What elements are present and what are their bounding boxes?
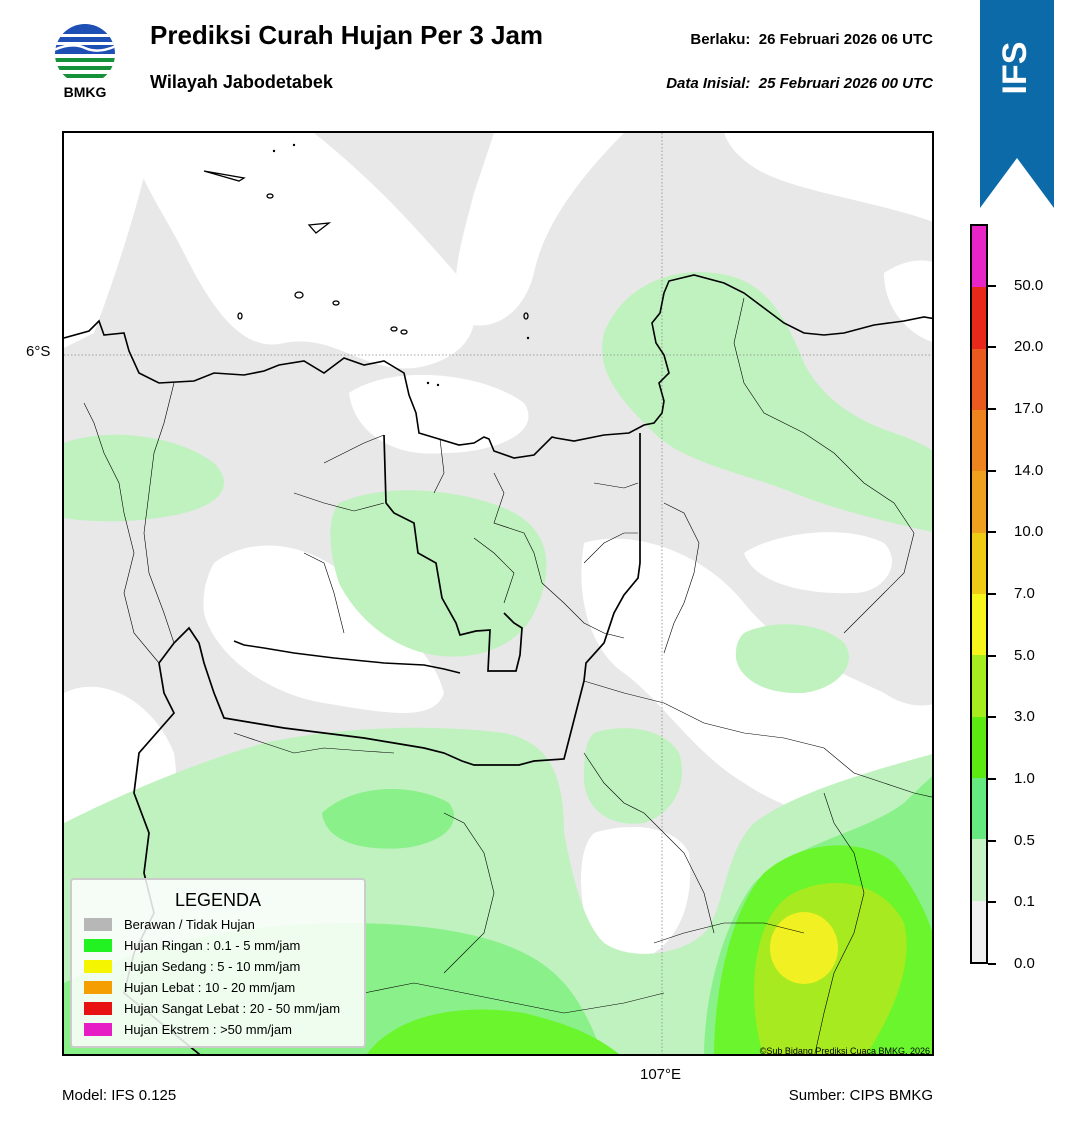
colorbar-tick-label: 3.0 [1014, 708, 1035, 726]
valid-value: 26 Februari 2026 06 UTC [758, 31, 933, 48]
bmkg-logo-icon [55, 24, 115, 84]
islands [203, 170, 529, 335]
lat-label: 6°S [26, 343, 51, 360]
init-label: Data Inisial: [666, 75, 751, 92]
legend-item: Berawan / Tidak Hujan [84, 916, 255, 932]
colorbar-tick [988, 408, 996, 410]
regency-borders [83, 297, 932, 1054]
legend-label: Hujan Sedang : 5 - 10 mm/jam [124, 958, 301, 974]
province-border [158, 433, 641, 766]
legend-title: LEGENDA [174, 890, 262, 910]
colorbar-segment [972, 900, 986, 962]
legend-item: Hujan Ringan : 0.1 - 5 mm/jam [84, 937, 300, 953]
colorbar-segment [972, 226, 986, 288]
page-subtitle: Wilayah Jabodetabek [150, 72, 333, 92]
legend-swatch [84, 1022, 112, 1036]
source-label: Sumber: CIPS BMKG [788, 1087, 933, 1104]
legend-swatch [84, 959, 112, 973]
colorbar-tick-label: 0.0 [1014, 955, 1035, 972]
colorbar-tick-label: 14.0 [1014, 461, 1044, 479]
logo-text: BMKG [63, 84, 107, 100]
legend-item: Hujan Sedang : 5 - 10 mm/jam [84, 958, 300, 974]
colorbar-segment [972, 409, 986, 472]
legend-label: Hujan Ringan : 0.1 - 5 mm/jam [124, 937, 301, 953]
colorbar-segment [972, 287, 986, 349]
colorbar-tick [988, 654, 996, 657]
model-ribbon [980, 0, 1054, 208]
colorbar-segment [972, 839, 986, 901]
coastline [64, 274, 932, 459]
island-dots [272, 143, 530, 387]
map-legend: LEGENDA Berawan / Tidak Hujan Hujan Ring… [70, 878, 366, 1048]
colorbar-tick-label: 10.0 [1014, 523, 1044, 541]
colorbar-tick [988, 716, 996, 719]
legend-label: Hujan Sangat Lebat : 20 - 50 mm/jam [124, 1000, 341, 1016]
legend-item: Hujan Sangat Lebat : 20 - 50 mm/jam [84, 1000, 340, 1016]
colorbar-tick [988, 778, 996, 780]
colorbar-tick [988, 963, 996, 965]
colorbar-tick [988, 531, 996, 534]
colorbar-tick-label: 17.0 [1014, 400, 1044, 417]
colorbar-tick-label: 0.5 [1014, 831, 1035, 849]
init-time: Data Inisial: 25 Februari 2026 00 UTC [666, 75, 933, 92]
lon-label: 107°E [640, 1066, 682, 1083]
colorbar-tick-label: 20.0 [1014, 338, 1044, 356]
colorbar-segment [972, 593, 986, 656]
colorbar-tick-label: 5.0 [1014, 646, 1035, 664]
colorbar-tick-label: 50.0 [1014, 276, 1044, 294]
colorbar-segment [972, 655, 986, 717]
page-title: Prediksi Curah Hujan Per 3 Jam [150, 20, 544, 50]
legend-label: Berawan / Tidak Hujan [124, 916, 255, 932]
map-credit: ©Sub Bidang Prediksi Cuaca BMKG, 2026 [759, 1046, 930, 1056]
legend-item: Hujan Lebat : 10 - 20 mm/jam [84, 979, 295, 995]
legend-swatch [84, 938, 112, 952]
colorbar [970, 224, 988, 964]
colorbar-tick [988, 901, 996, 904]
colorbar-tick [988, 469, 996, 472]
colorbar-tick [988, 593, 996, 595]
colorbar-tick-label: 0.1 [1014, 893, 1035, 911]
colorbar-tick [988, 346, 996, 349]
legend-swatch [84, 1001, 112, 1015]
ribbon-label: IFS [996, 42, 1034, 95]
colorbar-tick-label: 1.0 [1014, 770, 1035, 787]
svg-text:IFS: IFS [996, 42, 1034, 95]
province-border-4 [233, 640, 461, 674]
colorbar-segment [972, 532, 986, 594]
model-label: Model: IFS 0.125 [62, 1087, 177, 1104]
colorbar-segment [972, 716, 986, 778]
valid-label: Berlaku: [690, 31, 751, 48]
rain-5-area [770, 912, 838, 984]
legend-label: Hujan Ekstrem : >50 mm/jam [124, 1021, 292, 1037]
clear-areas [64, 133, 932, 972]
init-value: 25 Februari 2026 00 UTC [758, 75, 933, 92]
legend-swatch [84, 980, 112, 994]
legend-swatch [84, 917, 112, 931]
colorbar-segment [972, 471, 986, 533]
colorbar-segment [972, 777, 986, 840]
colorbar-segment [972, 348, 986, 410]
colorbar-tick [988, 839, 996, 842]
valid-time: Berlaku: 26 Februari 2026 06 UTC [690, 31, 933, 48]
legend-item: Hujan Ekstrem : >50 mm/jam [84, 1021, 292, 1037]
colorbar-tick [988, 284, 996, 287]
colorbar-tick-label: 7.0 [1014, 585, 1035, 602]
legend-label: Hujan Lebat : 10 - 20 mm/jam [124, 979, 296, 995]
province-border-2 [383, 434, 523, 672]
